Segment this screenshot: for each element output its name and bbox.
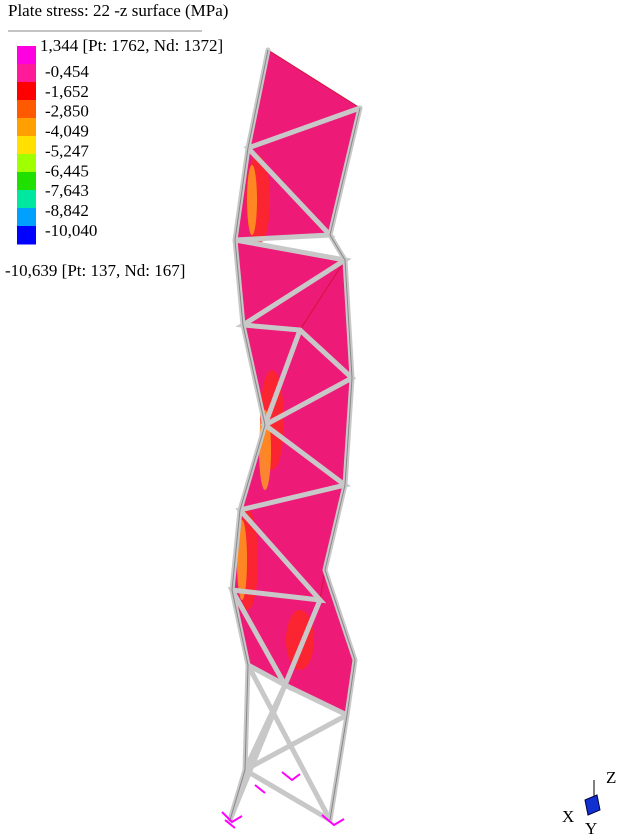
- legend: -0,454-1,652-2,850-4,049-5,247-6,445-7,6…: [17, 46, 97, 245]
- axis-cube: [585, 795, 600, 815]
- axis-triad: Z X Y: [562, 768, 616, 836]
- legend-swatch: [17, 100, 36, 119]
- legend-swatch: [17, 172, 36, 191]
- stress-zone: [247, 165, 257, 235]
- axis-label-x: X: [562, 807, 574, 826]
- legend-label: -1,652: [45, 82, 89, 101]
- legend-label: -0,454: [45, 62, 89, 81]
- viewport: Plate stress: 22 -z surface (MPa) -0,454…: [0, 0, 618, 836]
- legend-label: -4,049: [45, 122, 89, 141]
- model: [222, 50, 360, 828]
- legend-min: -10,639 [Pt: 137, Nd: 167]: [5, 261, 185, 280]
- legend-swatch: [17, 82, 36, 101]
- axis-label-z: Z: [606, 768, 616, 787]
- legend-swatch: [17, 190, 36, 209]
- legend-swatch: [17, 154, 36, 173]
- legend-swatch: [17, 64, 36, 83]
- axis-label-y: Y: [585, 819, 597, 836]
- legend-label: -8,842: [45, 201, 89, 220]
- legend-label: -6,445: [45, 161, 89, 180]
- legend-swatch: [17, 118, 36, 137]
- legend-label: -5,247: [45, 141, 89, 160]
- legend-swatch: [17, 46, 36, 65]
- legend-label: -7,643: [45, 181, 89, 200]
- legend-title: Plate stress: 22 -z surface (MPa): [8, 1, 228, 20]
- legend-label: -2,850: [45, 102, 89, 121]
- legend-swatch: [17, 136, 36, 155]
- legend-swatch: [17, 226, 36, 245]
- legend-label: -10,040: [45, 221, 97, 240]
- legend-swatch: [17, 208, 36, 227]
- legend-max: 1,344 [Pt: 1762, Nd: 1372]: [40, 36, 223, 55]
